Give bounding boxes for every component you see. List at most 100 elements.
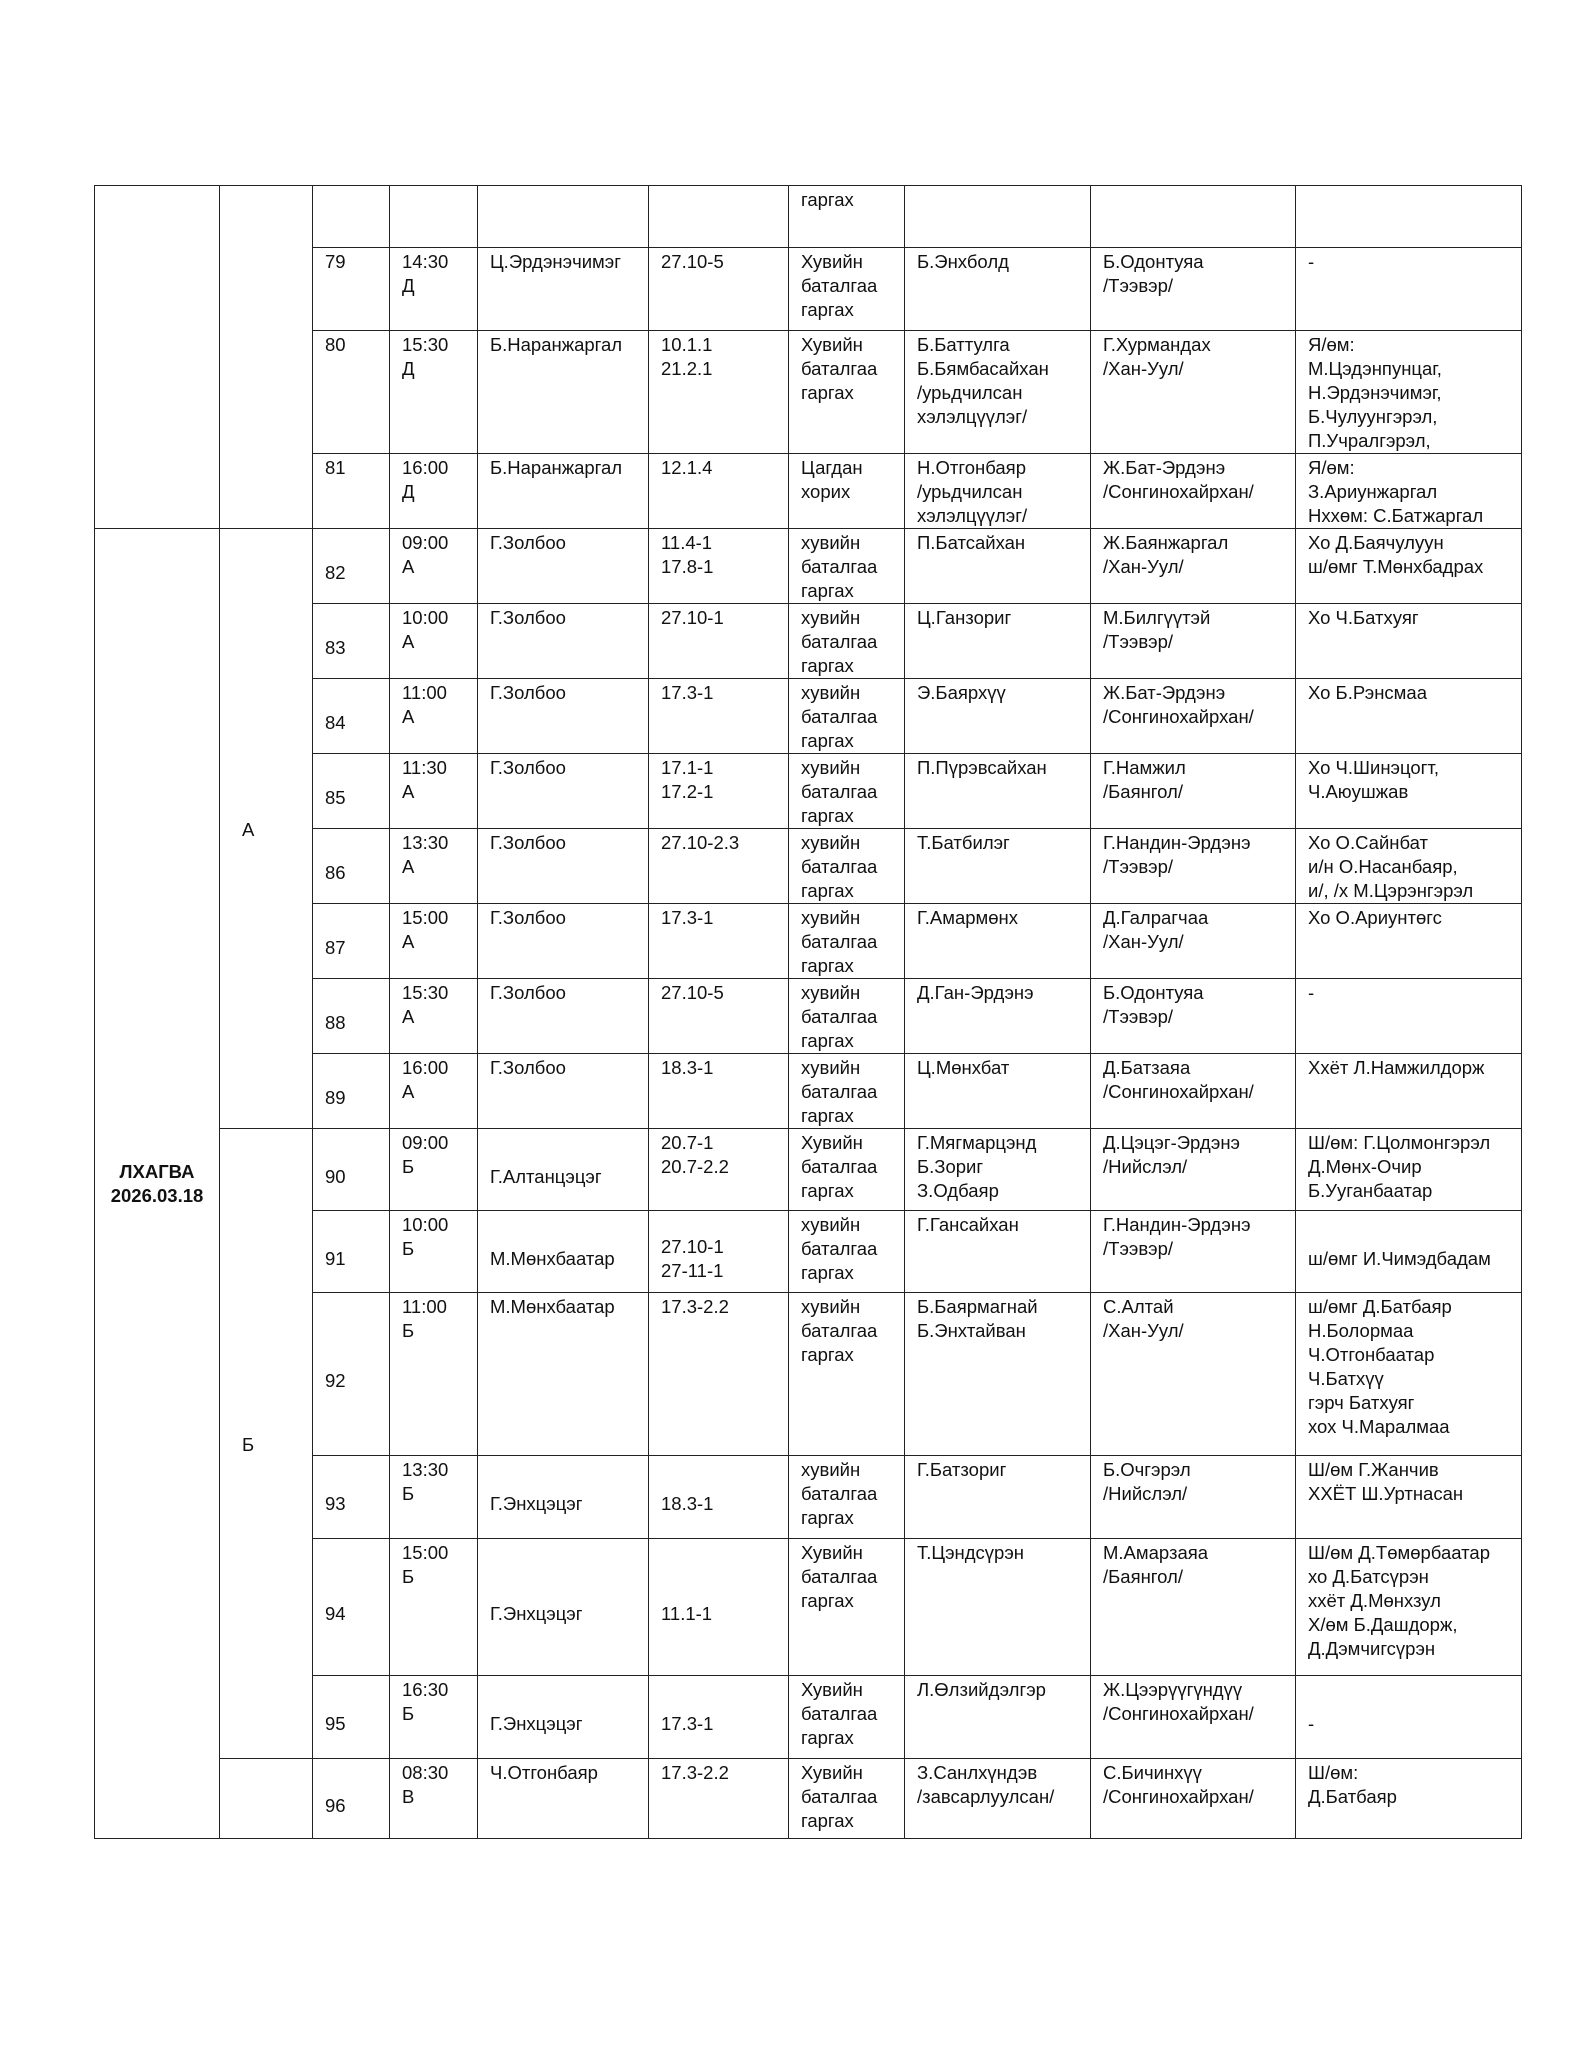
judge-cell: Г.Алтанцэцэг (477, 1128, 649, 1211)
prosecutor-cell: Г.Намжил /Баянгол/ (1090, 753, 1296, 829)
defendant-cell: Л.Өлзийдэлгэр (904, 1675, 1091, 1759)
judge-cell: Г.Золбоо (477, 903, 649, 979)
time-cell: 15:30 А (389, 978, 478, 1054)
case-type-cell: хувийн баталгаа гаргах (788, 603, 905, 679)
judge-cell: Г.Энхцэцэг (477, 1675, 649, 1759)
case-type-cell: Хувийн баталгаа гаргах (788, 1538, 905, 1676)
judge-cell: М.Мөнхбаатар (477, 1210, 649, 1293)
case-type-cell: Хувийн баталгаа гаргах (788, 247, 905, 331)
defendant-cell: Д.Ган-Эрдэнэ (904, 978, 1091, 1054)
notes-cell: Ш/өм Г.Жанчив ХХЁТ Ш.Уртнасан (1295, 1455, 1522, 1539)
case-type-cell: хувийн баталгаа гаргах (788, 828, 905, 904)
notes-cell: Хо О.Сайнбат и/н О.Насанбаяр, и/, /х М.Ц… (1295, 828, 1522, 904)
number-cell: 92 (312, 1292, 390, 1456)
time-cell: 15:00 А (389, 903, 478, 979)
notes-cell: Ш/өм: Д.Батбаяр (1295, 1758, 1522, 1839)
time-cell: 14:30 Д (389, 247, 478, 331)
day-date: 2026.03.18 (110, 1184, 204, 1206)
notes-cell: - (1295, 1675, 1522, 1759)
notes-cell: ш/өмг Д.Батбаяр Н.Болормаа Ч.Отгонбаатар… (1295, 1292, 1522, 1456)
prosecutor-cell: Ж.Баянжаргал /Хан-Уул/ (1090, 528, 1296, 604)
table-row: 91 10:00 Б М.Мөнхбаатар 27.10-1 27-11-1 хуви… (95, 1210, 1522, 1293)
time-cell: 15:00 Б (389, 1538, 478, 1676)
group-cell (219, 185, 313, 529)
number-cell: 79 (312, 247, 390, 331)
article-cell: 17.3-2.2 (648, 1292, 789, 1456)
time-cell: 11:00 А (389, 678, 478, 754)
prosecutor-cell: Б.Одонтуяа /Тээвэр/ (1090, 978, 1296, 1054)
prosecutor-cell: С.Алтай /Хан-Уул/ (1090, 1292, 1296, 1456)
day-cell: ЛХАГВА 2026.03.18 (94, 528, 220, 1839)
table-row: Б 90 09:00 Б Г.Алтанцэцэг 20.7-1 20.7-2.2 Хув… (95, 1128, 1522, 1759)
case-type-cell: Хувийн баталгаа гаргах (788, 1675, 905, 1759)
notes-cell: Хо Ч.Шинэцогт, Ч.Аюушжав (1295, 753, 1522, 829)
day-cell-empty (94, 185, 220, 529)
time-cell: 16:00 Д (389, 453, 478, 529)
article-cell (648, 185, 789, 248)
number-cell: 84 (312, 678, 390, 754)
judge-cell: Г.Золбоо (477, 603, 649, 679)
number-cell: 86 (312, 828, 390, 904)
group-cell (219, 1758, 313, 1839)
judge-cell: Г.Энхцэцэг (477, 1538, 649, 1676)
judge-cell: Г.Золбоо (477, 978, 649, 1054)
defendant-cell: Г.Батзориг (904, 1455, 1091, 1539)
notes-cell: Хо Д.Баячулуун ш/өмг Т.Мөнхбадрах (1295, 528, 1522, 604)
number-cell: 82 (312, 528, 390, 604)
article-cell: 27.10-5 (648, 978, 789, 1054)
case-type-cell: Хувийн баталгаа гаргах (788, 330, 905, 454)
time-cell (389, 185, 478, 248)
article-cell: 17.3-1 (648, 903, 789, 979)
time-cell: 16:00 А (389, 1053, 478, 1129)
time-cell: 11:00 Б (389, 1292, 478, 1456)
prosecutor-cell: Ж.Бат-Эрдэнэ /Сонгинохайрхан/ (1090, 678, 1296, 754)
judge-cell: Г.Золбоо (477, 528, 649, 604)
judge-cell: Г.Золбоо (477, 753, 649, 829)
table-row: 96 08:30 В Ч.Отгонбаяр 17.3-2.2 Хувийн батал… (95, 1758, 1522, 1839)
table-row: гаргах (94, 185, 1522, 529)
judge-cell: Б.Наранжаргал (477, 330, 649, 454)
defendant-cell: П.Батсайхан (904, 528, 1091, 604)
prosecutor-cell: Г.Нандин-Эрдэнэ /Тээвэр/ (1090, 828, 1296, 904)
prosecutor-cell: Д.Цэцэг-Эрдэнэ /Нийслэл/ (1090, 1128, 1296, 1211)
judge-cell (477, 185, 649, 248)
time-cell: 16:30 Б (389, 1675, 478, 1759)
defendant-cell: Ц.Ганзориг (904, 603, 1091, 679)
table-row: 86 13:30 А Г.Золбоо 27.10-2.3 хувийн баталга… (95, 828, 1522, 904)
judge-cell: Г.Энхцэцэг (477, 1455, 649, 1539)
number-cell: 88 (312, 978, 390, 1054)
number-cell: 94 (312, 1538, 390, 1676)
number-cell: 91 (312, 1210, 390, 1293)
number-cell: 83 (312, 603, 390, 679)
case-type-cell: хувийн баталгаа гаргах (788, 1053, 905, 1129)
article-cell: 27.10-1 (648, 603, 789, 679)
time-cell: 15:30 Д (389, 330, 478, 454)
article-cell: 10.1.1 21.2.1 (648, 330, 789, 454)
time-cell: 13:30 Б (389, 1455, 478, 1539)
number-cell: 95 (312, 1675, 390, 1759)
prosecutor-cell: Ж.Цээрүүгүндүү /Сонгинохайрхан/ (1090, 1675, 1296, 1759)
judge-cell: Г.Золбоо (477, 1053, 649, 1129)
prosecutor-cell: Ж.Бат-Эрдэнэ /Сонгинохайрхан/ (1090, 453, 1296, 529)
defendant-cell: Т.Батбилэг (904, 828, 1091, 904)
case-type-cell: хувийн баталгаа гаргах (788, 528, 905, 604)
court-schedule-table: гаргах 79 14:30 Д Ц.Эрдэнэчимэг 27.10-5 Хуви… (94, 185, 1522, 1839)
number-cell (312, 185, 390, 248)
prosecutor-cell: М.Билгүүтэй /Тээвэр/ (1090, 603, 1296, 679)
notes-cell: Ш/өм: Г.Цолмонгэрэл Д.Мөнх-Очир Б.Ууганб… (1295, 1128, 1522, 1211)
case-type-cell: хувийн баталгаа гаргах (788, 1292, 905, 1456)
prosecutor-cell: Д.Галрагчаа /Хан-Уул/ (1090, 903, 1296, 979)
prosecutor-cell: Б.Одонтуяа /Тээвэр/ (1090, 247, 1296, 331)
notes-cell: Я/өм: М.Цэдэнпунцаг, Н.Эрдэнэчимэг, Б.Чу… (1295, 330, 1522, 454)
prosecutor-cell: Д.Батзаяа /Сонгинохайрхан/ (1090, 1053, 1296, 1129)
time-cell: 11:30 А (389, 753, 478, 829)
defendant-cell: Н.Отгонбаяр /урьдчилсан хэлэлцүүлэг/ (904, 453, 1091, 529)
table-row: 95 16:30 Б Г.Энхцэцэг 17.3-1 Хувийн баталгаа… (95, 1675, 1522, 1759)
article-cell: 27.10-5 (648, 247, 789, 331)
case-type-cell: Хувийн баталгаа гаргах (788, 1758, 905, 1839)
group-cell: А (219, 528, 313, 1129)
time-cell: 09:00 А (389, 528, 478, 604)
notes-cell: ш/өмг И.Чимэдбадам (1295, 1210, 1522, 1293)
time-cell: 08:30 В (389, 1758, 478, 1839)
defendant-cell: Г.Гансайхан (904, 1210, 1091, 1293)
